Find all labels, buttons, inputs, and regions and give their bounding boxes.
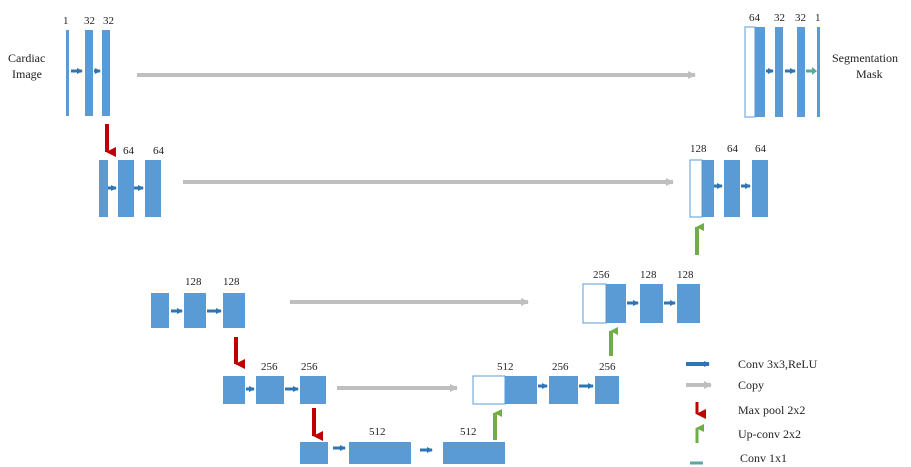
enc1-channel-3: 32 [103,15,114,27]
bottom-channel-2: 512 [460,426,477,438]
legend-upconv-label: Up-conv 2x2 [738,427,801,441]
dec1-channel-2: 32 [774,12,785,24]
legend-conv-label: Conv 3x3,ReLU [738,357,818,371]
enc1-block-3 [102,30,110,116]
dec3-upconv-block [606,284,626,323]
dec1-block-3 [797,27,805,117]
dec1-channel-1: 64 [749,12,761,24]
dec3-channel-1: 256 [593,269,610,281]
enc3-block-2 [184,293,206,328]
dec3-channel-3: 128 [677,269,694,281]
input-label-line1: Cardiac [8,51,45,65]
enc2-block-1 [99,160,108,217]
legend-maxpool-label: Max pool 2x2 [738,403,805,417]
output-label-line1: Segmentation [832,51,898,65]
dec1-channel-4: 1 [815,12,821,24]
legend-conv1x1-label: Conv 1x1 [740,451,787,465]
enc1-channel-2: 32 [84,15,95,27]
dec2-block-2 [724,160,740,217]
enc2-channel-1: 64 [123,145,135,157]
dec4-block-3 [595,376,619,404]
dec2-channel-1: 128 [690,143,707,155]
enc3-channel-2: 128 [223,276,240,288]
dec2-block-3 [752,160,768,217]
dec4-channel-1: 512 [497,361,514,373]
enc4-block-2 [256,376,284,404]
dec1-block-2 [775,27,783,117]
dec2-channel-3: 64 [755,143,767,155]
bottom-block-1 [300,442,328,464]
dec1-channel-3: 32 [795,12,806,24]
dec4-channel-2: 256 [552,361,569,373]
dec3-copied-block [582,283,607,324]
bottom-block-2 [349,442,411,464]
dec1-output-block [817,27,820,117]
enc1-block-2 [85,30,93,116]
enc2-channel-2: 64 [153,145,165,157]
enc2-block-2 [118,160,134,217]
dec1-copied-block [744,26,756,118]
input-label-line2: Image [12,67,42,81]
legend: Conv 3x3,ReLU Copy Max pool 2x2 Up-conv … [686,357,818,465]
dec4-block-2 [549,376,578,404]
enc1-block-1 [66,30,69,116]
dec1-upconv-block [755,27,765,117]
enc3-block-1 [151,293,169,328]
output-label-line2: Mask [856,67,883,81]
bottom-channel-1: 512 [369,426,386,438]
enc3-block-3 [223,293,245,328]
dec3-channel-2: 128 [640,269,657,281]
dec3-block-3 [677,284,700,323]
bottom-block-3 [443,442,505,464]
dec2-channel-2: 64 [727,143,739,155]
enc2-block-3 [145,160,161,217]
enc4-block-1 [223,376,245,404]
enc4-block-3 [300,376,326,404]
enc1-channel-1: 1 [63,15,69,27]
dec2-upconv-block [702,160,714,217]
dec2-copied-block [689,159,703,218]
enc4-channel-1: 256 [261,361,278,373]
dec4-copied-block [472,375,506,405]
enc4-channel-2: 256 [301,361,318,373]
dec4-upconv-block [505,376,537,404]
legend-copy-label: Copy [738,378,764,392]
dec4-channel-3: 256 [599,361,616,373]
dec3-block-2 [640,284,663,323]
enc3-channel-1: 128 [185,276,202,288]
